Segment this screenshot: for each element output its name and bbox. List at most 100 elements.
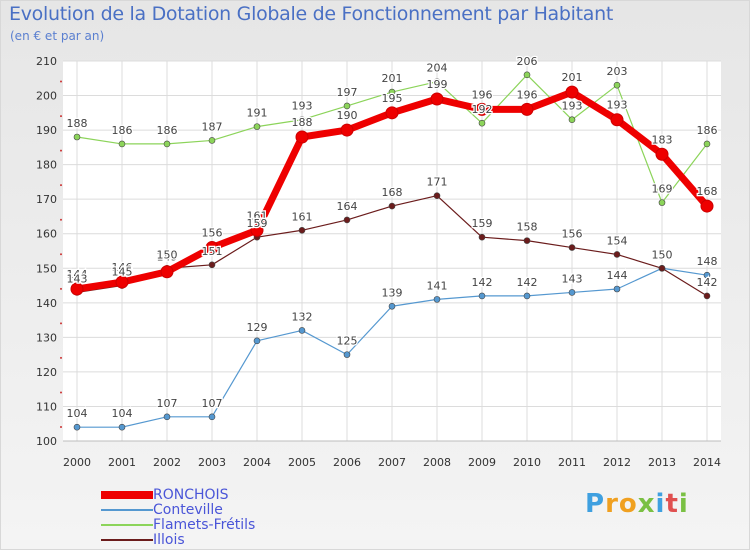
data-point [433,78,441,86]
data-label: 154 [607,234,628,247]
x-tick-label: 2008 [423,456,451,469]
data-point [208,261,216,269]
data-label: 107 [202,397,223,410]
data-point [478,233,486,241]
y-tick-label: 160 [36,228,57,241]
legend-swatch [101,524,153,526]
data-point [253,123,261,130]
data-label: 148 [697,255,718,268]
data-label: 186 [157,124,178,137]
logo-letter: o [618,489,638,519]
data-point [613,251,621,258]
legend-label: Conteville [153,502,223,518]
data-point [115,275,129,289]
data-point [388,202,396,210]
data-label: 193 [607,99,628,112]
x-tick-label: 2013 [648,456,676,469]
data-label: 143 [562,272,583,285]
data-point [118,140,126,148]
data-point [478,119,486,127]
data-label: 144 [607,269,628,282]
data-point [703,292,711,300]
y-tick-label: 130 [36,331,57,344]
legend-swatch [101,539,153,541]
data-label: 145 [112,266,133,279]
data-label: 142 [517,276,538,289]
data-label: 141 [427,279,448,292]
x-tick-label: 2005 [288,456,316,469]
x-tick-label: 2011 [558,456,586,469]
data-point [568,244,576,251]
data-point [565,85,579,99]
data-label: 151 [202,245,223,258]
x-tick-label: 2014 [693,456,721,469]
legend-swatch [101,491,153,499]
x-tick-label: 2012 [603,456,631,469]
data-label: 144 [67,268,88,281]
chart-title: Evolution de la Dotation Globale de Fonc… [9,3,614,25]
data-point [520,102,534,116]
data-point [250,223,264,237]
logo-letter: t [665,489,679,519]
data-label: 149 [157,251,178,264]
data-point [568,116,576,124]
legend-label: Flamets-Frétils [153,517,256,533]
proxiti-logo: Proxiti [585,489,689,519]
x-tick-label: 2003 [198,456,226,469]
data-point [388,88,396,96]
data-point [613,285,621,293]
data-point [163,140,171,148]
data-point [658,264,666,272]
data-point [253,337,261,345]
data-label: 191 [247,107,268,120]
data-label: 169 [652,183,673,196]
data-label: 197 [337,86,358,99]
data-label: 193 [562,100,583,113]
data-point [658,199,666,206]
data-point [388,302,396,310]
data-label: 129 [247,321,268,334]
data-point [433,296,441,303]
data-label: 159 [472,217,493,230]
legend-swatch [101,509,153,511]
data-label: 159 [247,217,268,230]
x-tick-label: 2006 [333,456,361,469]
data-label: 164 [337,200,358,213]
data-label: 156 [202,227,223,240]
x-tick-label: 2000 [63,456,91,469]
data-label: 186 [112,124,133,137]
data-point [613,81,621,89]
data-point [700,199,714,213]
y-tick-label: 200 [36,90,57,103]
data-label: 125 [337,335,358,348]
data-label: 192 [472,103,493,116]
data-point [70,282,84,296]
x-tick-label: 2002 [153,456,181,469]
data-point [208,137,216,144]
data-label: 143 [67,272,88,285]
logo-letter: i [678,489,689,519]
data-point [475,102,489,116]
data-label: 139 [382,286,403,299]
data-label: 206 [517,55,538,68]
data-label: 203 [607,65,628,78]
data-point [163,413,171,421]
data-point [523,71,531,79]
data-point [655,147,669,161]
data-point [205,241,219,255]
data-point [343,102,351,110]
chart-subtitle: (en € et par an) [10,29,105,43]
data-label: 186 [697,124,718,137]
x-tick-label: 2010 [513,456,541,469]
data-label: 104 [67,407,88,420]
data-label: 187 [202,120,223,133]
data-point [703,140,711,148]
data-point [73,423,81,431]
data-point [610,113,624,127]
data-point [568,289,576,296]
data-label: 104 [112,407,133,420]
data-label: 171 [427,176,448,189]
data-point [430,92,444,106]
logo-letter: i [655,489,666,519]
data-point [295,130,309,144]
